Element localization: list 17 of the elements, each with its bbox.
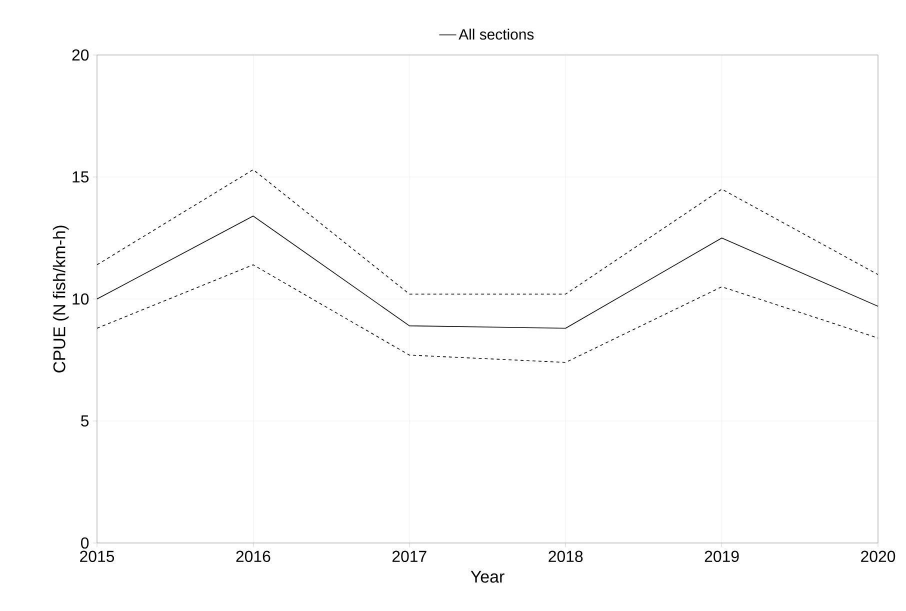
y-tick-label: 0 xyxy=(81,537,89,549)
x-tick-label: 2019 xyxy=(704,550,739,562)
x-tick-label: 2015 xyxy=(80,550,114,562)
x-tick-label: 2018 xyxy=(548,550,583,562)
y-tick-label: 5 xyxy=(81,415,89,427)
y-tick-label: 10 xyxy=(72,293,89,305)
x-tick-label: 2017 xyxy=(392,550,426,562)
line-series xyxy=(97,169,878,295)
legend-label: All sections xyxy=(458,28,534,40)
y-axis-title: CPUE (N fish/km-h) xyxy=(52,226,69,372)
line-series xyxy=(97,264,878,363)
y-tick-label: 20 xyxy=(72,49,89,61)
y-tick-label: 15 xyxy=(72,171,89,183)
x-tick-label: 2016 xyxy=(236,550,270,562)
x-axis-title: Year xyxy=(470,570,504,583)
line-series xyxy=(97,216,878,329)
x-tick-label: 2020 xyxy=(861,550,896,562)
